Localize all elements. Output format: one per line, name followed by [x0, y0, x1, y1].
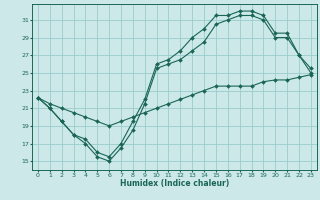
X-axis label: Humidex (Indice chaleur): Humidex (Indice chaleur): [120, 179, 229, 188]
